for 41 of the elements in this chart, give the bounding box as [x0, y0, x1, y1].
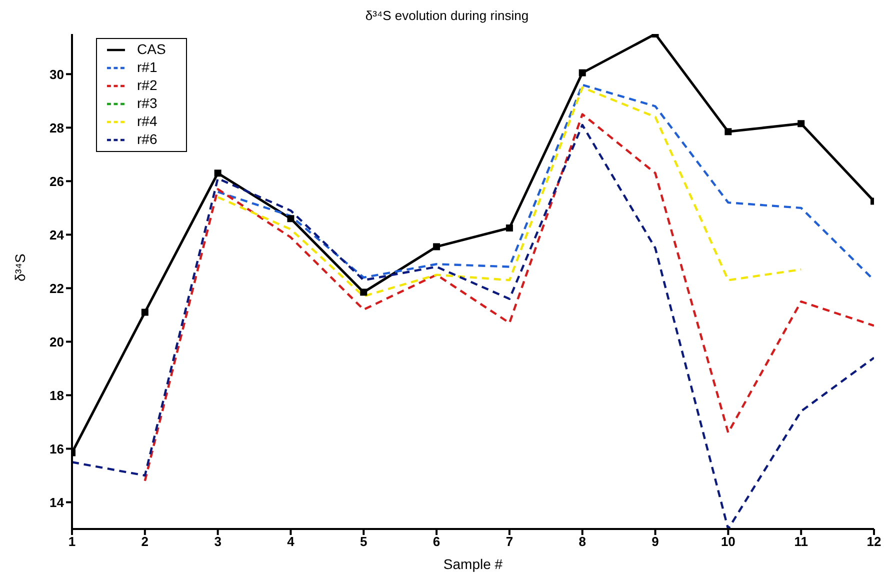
point: [724, 128, 732, 136]
y-tick-label: 16: [50, 441, 64, 456]
legend-label: r#6: [137, 130, 158, 147]
y-tick-label: 20: [50, 334, 64, 350]
x-axis-title: Sample #: [443, 556, 503, 572]
legend-label: CAS: [137, 40, 166, 57]
legend-label: r#1: [137, 58, 158, 75]
x-tick-label: 11: [794, 534, 808, 550]
x-tick-label: 1: [68, 534, 76, 550]
line-series: [216, 84, 874, 282]
legend-label: r#3: [137, 94, 158, 111]
y-axis-title: δ³⁴S: [12, 254, 28, 282]
y-tick-label: 28: [50, 120, 64, 136]
point: [798, 120, 805, 128]
legend-label: r#4: [137, 112, 158, 129]
y-tick-label: 24: [50, 227, 65, 242]
y-tick-label: 14: [50, 494, 65, 510]
x-tick-label: 8: [578, 534, 586, 550]
point: [214, 170, 222, 177]
y-tick-label: 26: [50, 174, 64, 189]
x-tick-label: 6: [432, 534, 440, 550]
x-tick-label: 5: [360, 534, 368, 550]
x-tick-label: 9: [652, 534, 659, 550]
point: [506, 224, 513, 232]
y-tick-label: 18: [50, 388, 64, 403]
y-tick-label: 30: [50, 66, 64, 82]
x-tick-label: 12: [866, 534, 882, 550]
point: [578, 69, 586, 76]
y-tick-label: 22: [50, 280, 64, 296]
legend-label: r#2: [137, 76, 158, 93]
x-tick-label: 7: [506, 534, 514, 550]
point: [287, 215, 294, 222]
point: [433, 243, 440, 250]
line-series: [216, 86, 802, 298]
x-tick-label: 2: [141, 534, 149, 550]
x-tick-label: 4: [287, 534, 296, 550]
point: [360, 288, 368, 296]
x-tick-label: 10: [720, 534, 736, 550]
point: [141, 308, 148, 316]
chart-title: δ³⁴S evolution during rinsing: [364, 8, 530, 25]
x-tick-label: 3: [214, 534, 222, 550]
